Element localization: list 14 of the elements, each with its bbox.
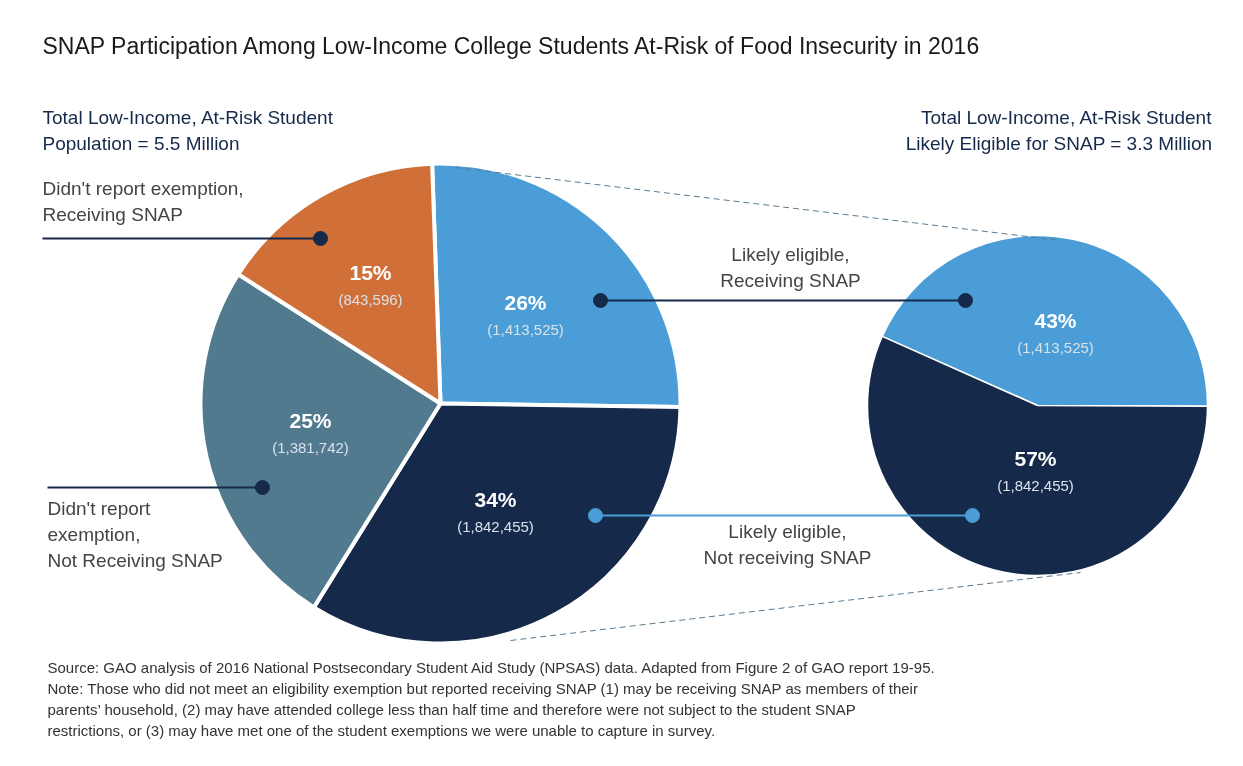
chart-subtitle: Total Low-Income, At-Risk Student Population = 5.5 Million [42, 106, 334, 154]
source-note: Source: GAO analysis of 2016 National Postsecondary Student Aid Study (NPSAS) data. Adapted from Figure 2 of GAO report 19-95. Note: Those who did not meet an eligibility exemption but reported receiving SNAP (1) may be receiving SNAP as members of their parents’ household, (2) may have attended college less than half time and therefore were not subject to the student SNAP restrictions, or (3) may have met one of the student exemptions we were unable to capture in survey. [47, 658, 935, 740]
data-label: 34% (1,842,455) [457, 487, 534, 535]
slice-label: Didn't report exemption, Receiving SNAP [42, 177, 244, 225]
chart-title: SNAP Participation Among Low-Income College Students At-Risk of Food Insecurity in 2016 [42, 32, 980, 59]
data-label: 43% (1,413,525) [1017, 308, 1094, 356]
data-label: 26% (1,413,525) [487, 290, 564, 338]
slice-label: Likely eligible, Receiving SNAP [720, 243, 861, 291]
slice-label: Likely eligible, Not receiving SNAP [703, 520, 872, 568]
slice-label: Didn't report exemption, Not Receiving SNAP [47, 497, 223, 571]
data-label: 15% (843,596) [338, 260, 403, 308]
data-label: 57% (1,842,455) [997, 446, 1074, 494]
data-label: 25% (1,381,742) [272, 408, 349, 456]
chart-subtitle: Total Low-Income, At-Risk Student Likely Eligible for SNAP = 3.3 Million [905, 106, 1213, 154]
